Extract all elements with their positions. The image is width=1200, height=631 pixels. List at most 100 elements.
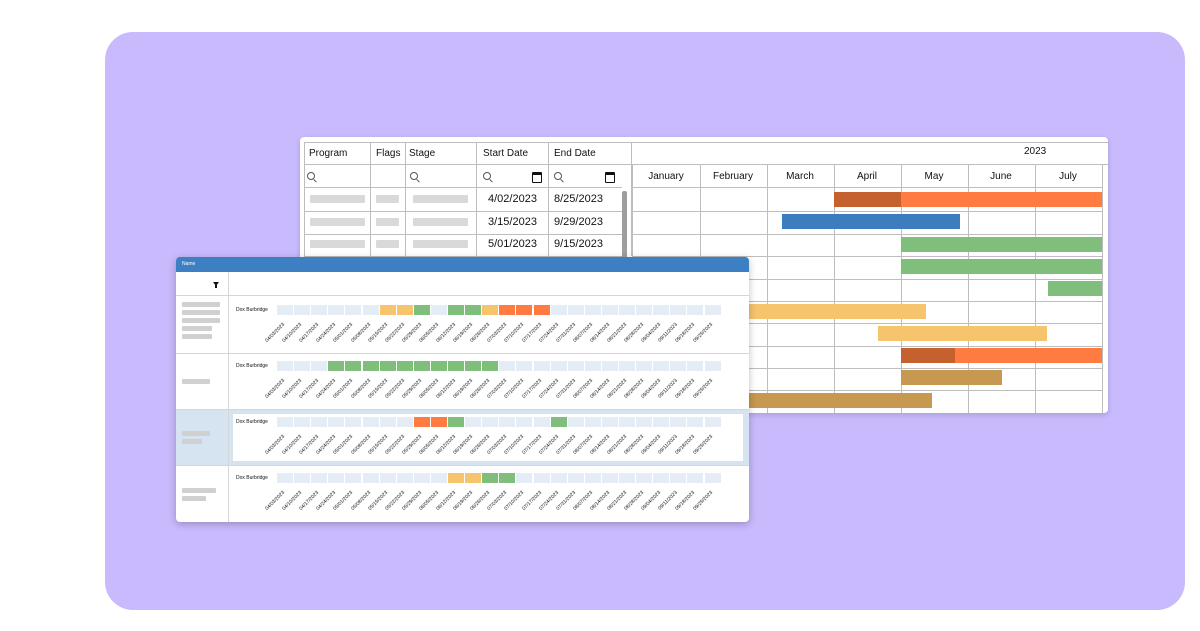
week-cell[interactable]	[362, 473, 379, 483]
column-header-stage[interactable]: Stage	[409, 148, 436, 159]
week-cell[interactable]	[277, 305, 293, 315]
week-cell[interactable]	[379, 417, 396, 427]
week-cell[interactable]	[653, 473, 670, 483]
week-cell[interactable]	[277, 473, 293, 483]
week-cell[interactable]	[567, 305, 584, 315]
week-cell[interactable]	[294, 473, 311, 483]
week-cell[interactable]	[550, 361, 567, 371]
search-icon[interactable]	[554, 172, 562, 180]
search-icon[interactable]	[483, 172, 491, 180]
week-cell[interactable]	[704, 473, 721, 483]
week-cell[interactable]	[362, 361, 379, 371]
week-cell[interactable]	[516, 473, 533, 483]
gantt-bar[interactable]	[746, 303, 926, 319]
week-cell[interactable]	[413, 361, 430, 371]
week-cell[interactable]	[328, 473, 345, 483]
week-cell[interactable]	[396, 473, 413, 483]
column-header-program[interactable]: Program	[309, 148, 348, 159]
week-cell[interactable]	[413, 473, 430, 483]
gantt-bar[interactable]	[901, 258, 1102, 274]
week-cell[interactable]	[533, 305, 550, 315]
week-cell[interactable]	[533, 361, 550, 371]
week-cell[interactable]	[430, 361, 447, 371]
week-cell[interactable]	[328, 305, 345, 315]
week-cell[interactable]	[619, 417, 635, 427]
week-cell[interactable]	[653, 361, 670, 371]
week-cell[interactable]	[601, 417, 618, 427]
week-cell[interactable]	[619, 473, 635, 483]
search-icon[interactable]	[307, 172, 315, 180]
week-cell[interactable]	[636, 361, 653, 371]
week-cell[interactable]	[448, 417, 464, 427]
week-cell[interactable]	[448, 473, 464, 483]
week-cell[interactable]	[379, 305, 396, 315]
week-cell[interactable]	[550, 305, 567, 315]
week-cell[interactable]	[311, 305, 328, 315]
filter-icon[interactable]	[213, 282, 219, 288]
week-cell[interactable]	[619, 361, 635, 371]
calendar-icon[interactable]	[532, 172, 542, 183]
gantt-bar[interactable]	[901, 370, 1002, 386]
week-cell[interactable]	[413, 305, 430, 315]
week-cell[interactable]	[499, 473, 516, 483]
gantt-bar[interactable]	[901, 236, 1102, 252]
week-cell[interactable]	[465, 305, 482, 315]
week-cell[interactable]	[413, 417, 430, 427]
week-cell[interactable]	[653, 305, 670, 315]
week-cell[interactable]	[499, 361, 516, 371]
week-cell[interactable]	[567, 473, 584, 483]
calendar-icon[interactable]	[605, 172, 615, 183]
week-cell[interactable]	[277, 361, 293, 371]
week-cell[interactable]	[345, 417, 362, 427]
week-cell[interactable]	[636, 473, 653, 483]
week-cell[interactable]	[465, 361, 482, 371]
week-cell[interactable]	[516, 361, 533, 371]
gantt-bar[interactable]	[877, 325, 1048, 341]
week-cell[interactable]	[567, 361, 584, 371]
search-icon[interactable]	[410, 172, 418, 180]
week-cell[interactable]	[294, 305, 311, 315]
week-cell[interactable]	[294, 417, 311, 427]
week-cell[interactable]	[499, 417, 516, 427]
week-cell[interactable]	[550, 473, 567, 483]
week-cell[interactable]	[687, 473, 704, 483]
week-cell[interactable]	[687, 305, 704, 315]
week-cell[interactable]	[482, 417, 499, 427]
week-cell[interactable]	[584, 473, 601, 483]
gantt-bar[interactable]	[781, 214, 960, 230]
table-scrollbar[interactable]	[622, 191, 627, 261]
week-cell[interactable]	[482, 305, 499, 315]
column-header-start-date[interactable]: Start Date	[483, 148, 529, 159]
gantt-bar[interactable]	[834, 192, 901, 207]
week-cell[interactable]	[328, 417, 345, 427]
gantt-bar[interactable]	[1048, 281, 1102, 297]
week-cell[interactable]	[345, 473, 362, 483]
gantt-bar[interactable]	[901, 192, 1102, 207]
week-cell[interactable]	[704, 361, 721, 371]
week-cell[interactable]	[430, 305, 447, 315]
week-cell[interactable]	[465, 417, 482, 427]
week-cell[interactable]	[396, 305, 413, 315]
week-cell[interactable]	[396, 361, 413, 371]
week-cell[interactable]	[670, 361, 687, 371]
week-cell[interactable]	[533, 473, 550, 483]
week-cell[interactable]	[636, 417, 653, 427]
week-cell[interactable]	[465, 473, 482, 483]
week-cell[interactable]	[277, 417, 293, 427]
week-cell[interactable]	[670, 305, 687, 315]
week-cell[interactable]	[345, 361, 362, 371]
week-cell[interactable]	[362, 417, 379, 427]
week-cell[interactable]	[482, 361, 499, 371]
week-cell[interactable]	[396, 417, 413, 427]
week-cell[interactable]	[533, 417, 550, 427]
week-cell[interactable]	[567, 417, 584, 427]
week-cell[interactable]	[687, 361, 704, 371]
week-cell[interactable]	[584, 361, 601, 371]
week-cell[interactable]	[670, 417, 687, 427]
week-cell[interactable]	[379, 473, 396, 483]
week-cell[interactable]	[328, 361, 345, 371]
week-cell[interactable]	[362, 305, 379, 315]
week-cell[interactable]	[448, 305, 464, 315]
week-cell[interactable]	[584, 417, 601, 427]
week-cell[interactable]	[379, 361, 396, 371]
